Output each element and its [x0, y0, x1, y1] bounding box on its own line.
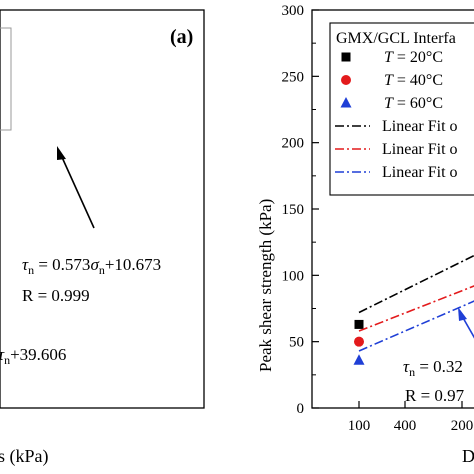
- panel-a-arrow: [60, 154, 95, 229]
- panel-b-x-tick-label-200: 200: [451, 418, 474, 434]
- panel-b-legend-label-3: Linear Fit o: [382, 118, 458, 135]
- panel-b-legend-marker-1: [341, 75, 351, 85]
- panel-b-x-tick-label-100: 100: [348, 418, 371, 434]
- panel-b-fit-line-1: [358, 285, 474, 332]
- panel-b-point-2-0: [353, 354, 365, 365]
- panel-a-label: (a): [170, 26, 193, 48]
- panel-a-x-tick-label-400: 400: [394, 418, 417, 434]
- panel-a-arrowhead: [57, 146, 66, 160]
- panel-a-x-axis-label: s (kPa): [0, 446, 49, 467]
- panel-b-y-tick-label-300: 300: [282, 3, 305, 19]
- panel-b-y-tick-label-50: 50: [289, 335, 304, 351]
- panel-b-fit-line-2: [358, 300, 474, 352]
- panel-b-legend-marker-0: [341, 52, 351, 62]
- panel-b-arrowhead: [458, 307, 467, 321]
- panel-b-frame: [311, 9, 474, 409]
- panel-b-legend-marker-2: [340, 97, 352, 108]
- panel-a-frame: [0, 9, 205, 409]
- panel-b-y-axis-label: Peak shear strength (kPa): [256, 199, 275, 372]
- panel-a-legend-box: [0, 27, 12, 131]
- panel-b-y-tick-label-0: 0: [297, 401, 305, 417]
- panel-b-legend-label-0: T = 20°C: [384, 49, 443, 66]
- panel-b-y-tick-label-200: 200: [282, 136, 305, 152]
- panel-b-legend-frame: [329, 22, 474, 196]
- panel-b-legend: T = 20°C T = 40°C T = 60°C Linear Fit o Line…: [335, 49, 458, 181]
- panel-b-y-tick-label-150: 150: [282, 202, 305, 218]
- panel-b-y-tick-label-100: 100: [282, 268, 305, 284]
- panel-a-x-ticks: 400500: [394, 401, 417, 434]
- panel-b-legend-label-2: T = 60°C: [384, 95, 443, 112]
- panel-b-x-ticks: 100 200: [348, 401, 474, 434]
- panel-b-fit-line-0: [358, 254, 474, 314]
- panel-b: 0 50 100 150 200 250 300 100 200 Peak shear str…: [256, 3, 474, 466]
- panel-b-marks: [353, 254, 474, 365]
- panel-a-equation: τn = 0.573σn+10.673: [22, 255, 161, 277]
- panel-b-legend-label-4: Linear Fit o: [382, 141, 458, 158]
- panel-b-point-1-0: [354, 336, 364, 347]
- panel-b-y-tick-label-250: 250: [282, 69, 305, 85]
- panel-a-equation-2: τn+39.606: [0, 345, 66, 367]
- panel-b-r-value: R = 0.97: [405, 386, 465, 405]
- panel-b-legend-title: GMX/GCL Interfa: [336, 30, 456, 47]
- panel-b-legend-label-5: Linear Fit o: [382, 164, 458, 181]
- panel-a-r-value: R = 0.999: [22, 286, 90, 305]
- panel-b-point-0-0: [354, 319, 364, 329]
- panel-b-y-ticks: 0 50 100 150 200 250 300: [282, 3, 319, 417]
- panel-b-legend-label-1: T = 40°C: [384, 72, 443, 89]
- panel-b-x-axis-label: D: [462, 446, 474, 466]
- panel-b-arrow: [461, 315, 474, 339]
- panel-b-equation: τn = 0.32: [403, 357, 463, 379]
